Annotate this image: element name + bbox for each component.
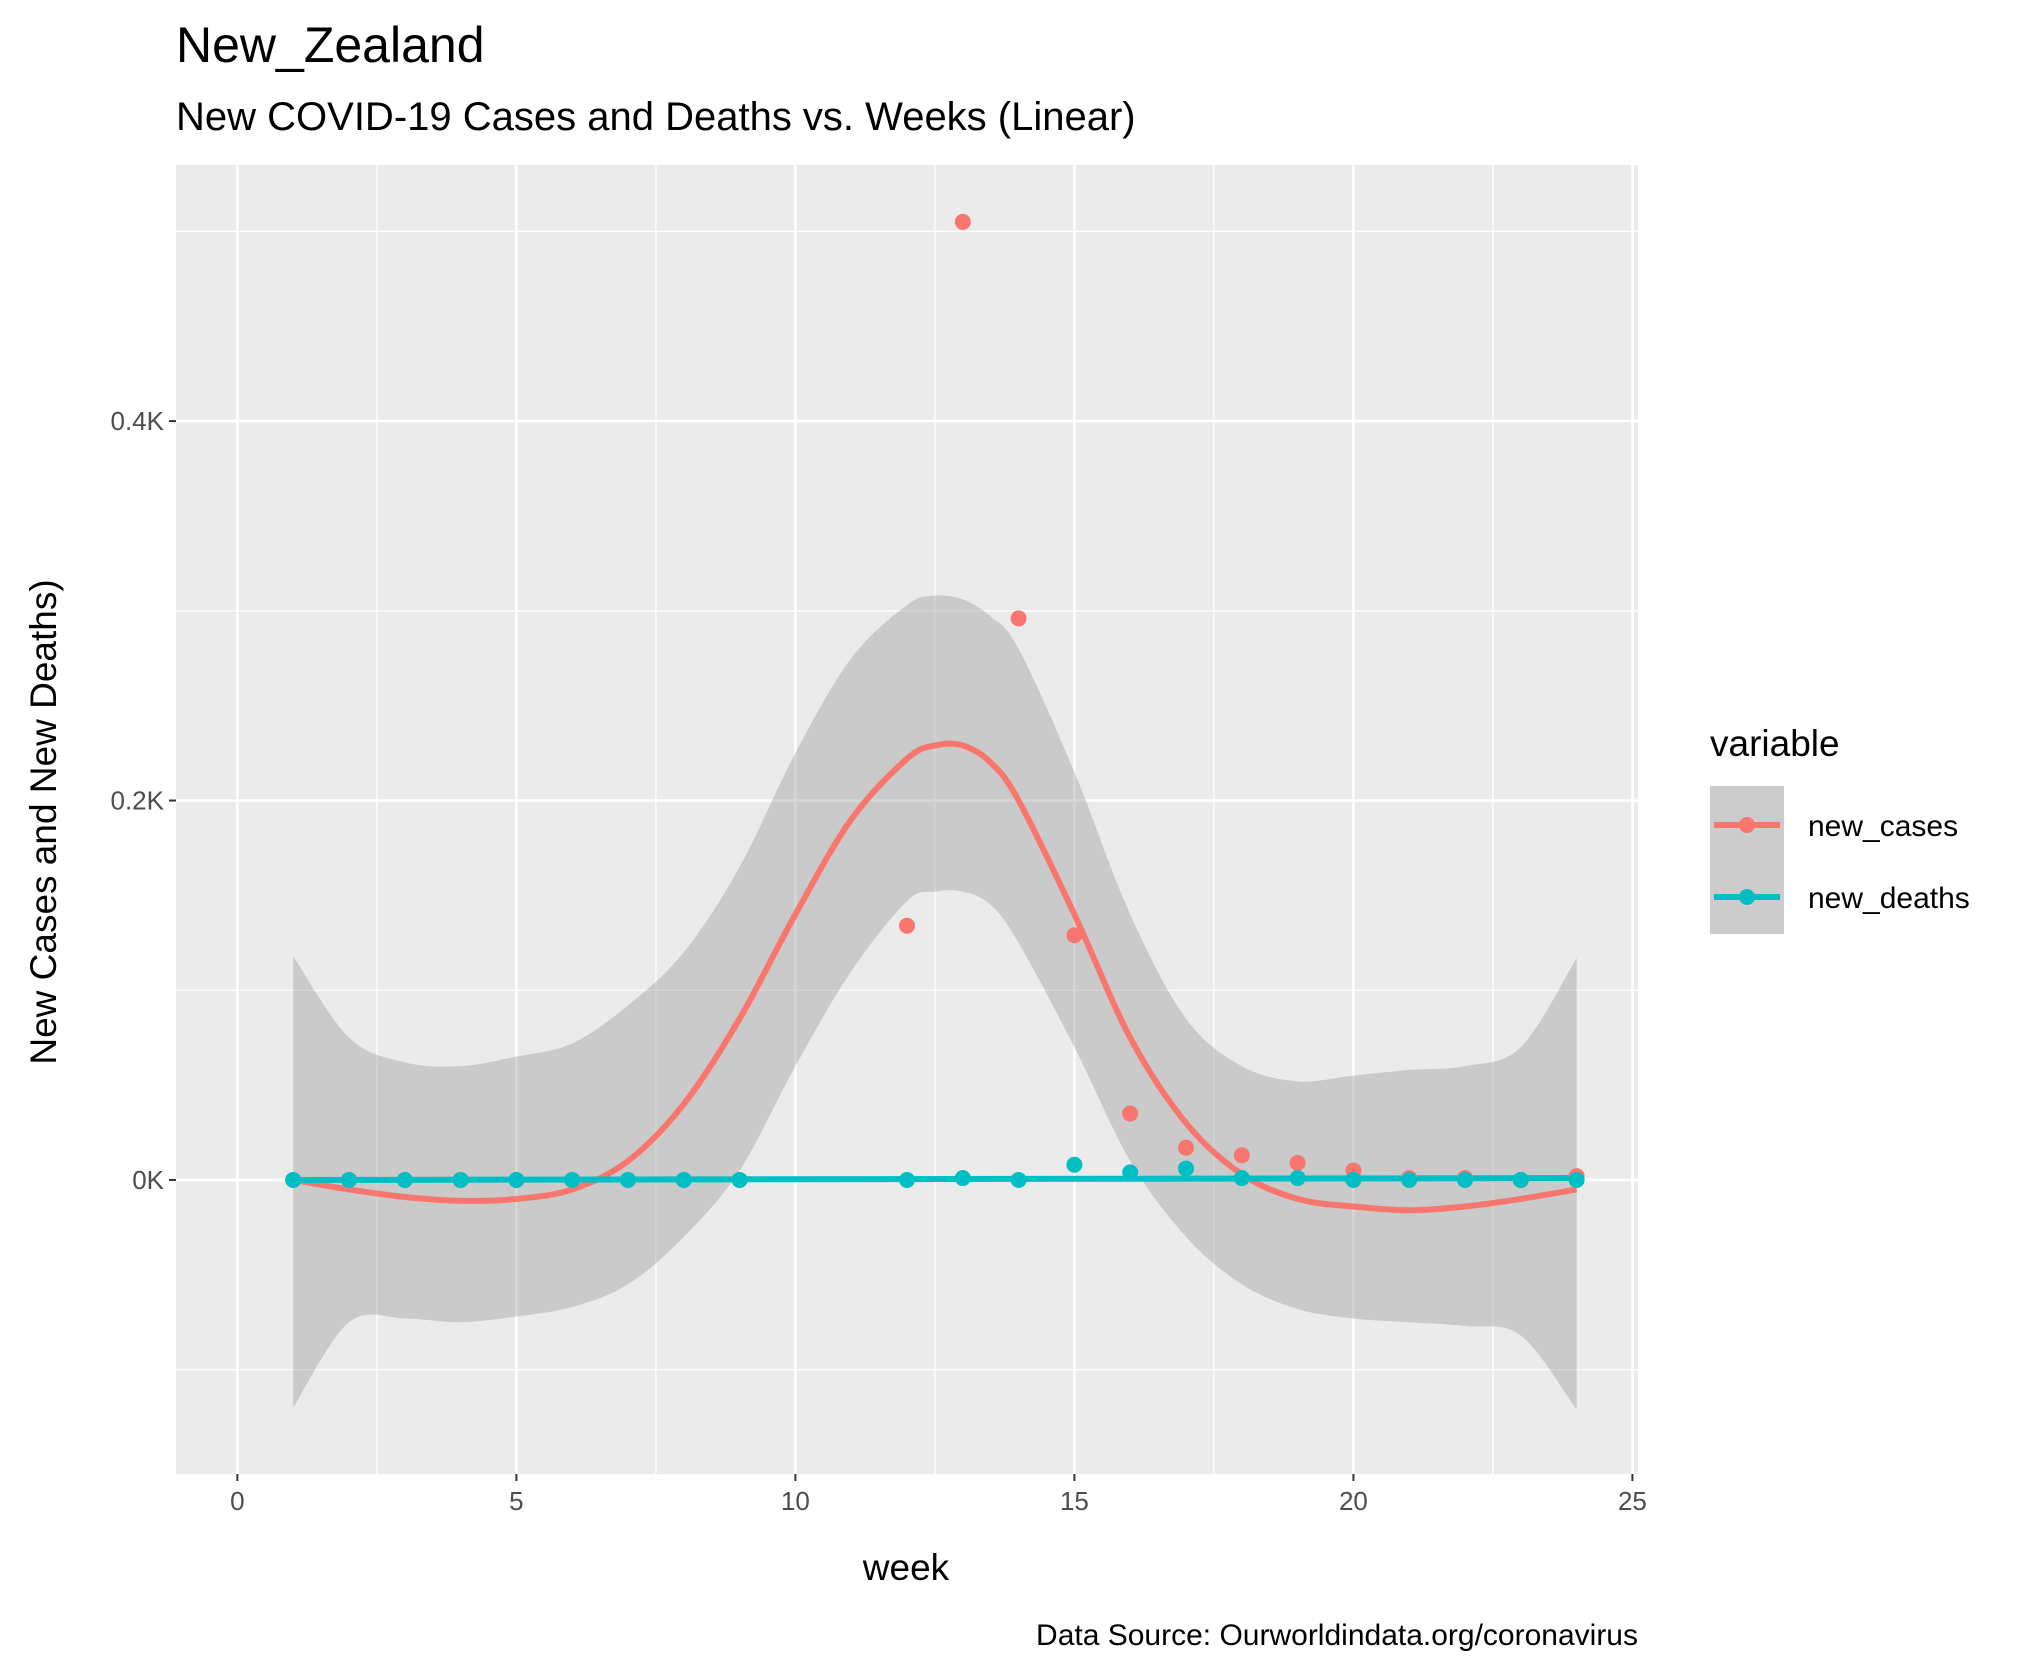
data-point <box>1178 1139 1195 1156</box>
x-tick-label: 15 <box>1060 1486 1089 1516</box>
y-axis: 0K 0.2K 0.4K <box>111 406 176 1195</box>
x-tick-label: 10 <box>781 1486 810 1516</box>
data-point <box>1178 1160 1195 1177</box>
data-point <box>1289 1170 1306 1187</box>
data-point <box>1010 1171 1027 1188</box>
data-point <box>1066 927 1083 944</box>
data-point <box>954 213 971 230</box>
data-point <box>1122 1164 1139 1181</box>
data-points <box>285 213 1585 1188</box>
data-point <box>340 1171 357 1188</box>
data-point <box>1568 1171 1585 1188</box>
x-tick-label: 5 <box>509 1486 523 1516</box>
data-point <box>1401 1171 1418 1188</box>
data-point <box>619 1171 636 1188</box>
smooth-line-new-deaths <box>293 1175 1577 1183</box>
chart-subtitle: New COVID-19 Cases and Deaths vs. Weeks … <box>176 95 1136 139</box>
x-axis: 0 5 10 15 20 25 <box>230 1474 1647 1516</box>
points-new-deaths <box>285 1156 1585 1188</box>
chart-title: New_Zealand <box>176 17 485 73</box>
data-point <box>285 1171 302 1188</box>
data-point <box>1512 1171 1529 1188</box>
x-tick-label: 25 <box>1618 1486 1647 1516</box>
smooth-line-new-cases <box>292 740 1578 1214</box>
data-point <box>1233 1170 1250 1187</box>
data-point <box>1010 610 1027 627</box>
grid-minor <box>176 165 1638 1474</box>
data-point <box>1122 1105 1139 1122</box>
legend-key-background <box>1710 786 1784 934</box>
legend-key-dot <box>1739 817 1755 833</box>
y-axis-title: New Cases and New Deaths) <box>23 579 64 1064</box>
data-point <box>1345 1171 1362 1188</box>
y-tick-label: 0K <box>132 1165 164 1195</box>
x-tick-label: 0 <box>230 1486 244 1516</box>
legend-item-new-cases: new_cases <box>1714 810 1958 843</box>
data-point <box>731 1171 748 1188</box>
y-tick-label: 0.2K <box>111 786 165 816</box>
data-point <box>396 1171 413 1188</box>
legend-label: new_cases <box>1808 810 1958 843</box>
legend-key-dot <box>1739 889 1755 905</box>
smooth-lines <box>292 740 1578 1214</box>
data-point <box>675 1171 692 1188</box>
data-point <box>899 1171 915 1188</box>
confidence-ribbons <box>293 595 1577 1410</box>
data-point <box>1457 1171 1474 1188</box>
legend: variable new_cases new_deaths <box>1710 723 1970 934</box>
data-point <box>899 917 915 934</box>
x-tick-label: 20 <box>1339 1486 1368 1516</box>
legend-label: new_deaths <box>1808 882 1970 915</box>
chart-caption: Data Source: Ourworldindata.org/coronavi… <box>1036 1619 1638 1652</box>
data-point <box>1233 1147 1250 1164</box>
plot-panel <box>176 165 1638 1474</box>
data-point <box>452 1171 469 1188</box>
data-point <box>954 1170 971 1187</box>
data-point <box>1289 1154 1306 1171</box>
legend-title: variable <box>1710 723 1840 764</box>
x-axis-title: week <box>862 1547 950 1588</box>
data-point <box>564 1171 581 1188</box>
y-tick-label: 0.4K <box>111 406 165 436</box>
data-point <box>1066 1156 1083 1173</box>
legend-item-new-deaths: new_deaths <box>1714 882 1970 915</box>
data-point <box>508 1171 525 1188</box>
confidence-band-new-cases <box>293 595 1577 1410</box>
